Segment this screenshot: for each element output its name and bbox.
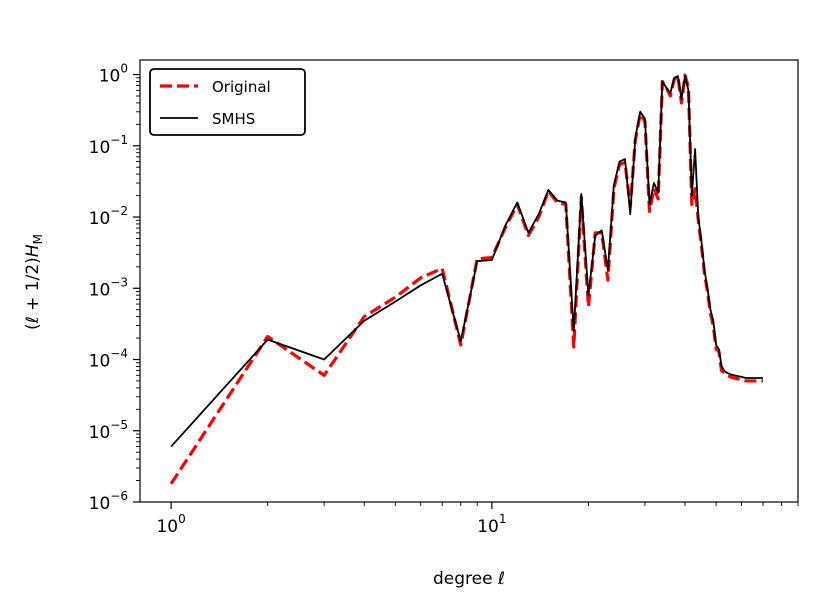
y-axis-label: (ℓ + 1/2)HM (23, 234, 45, 330)
y-tick-label: 10−2 (89, 204, 128, 229)
y-axis-ticks: 10−6 10−5 10−4 10−3 10−2 10−1 100 (89, 62, 140, 514)
x-axis-ticks: 100 101 (156, 502, 799, 537)
y-tick-label: 10−3 (89, 275, 128, 300)
y-tick-label: 10−5 (89, 418, 128, 443)
legend: Original SMHS (149, 68, 306, 136)
y-tick-label: 100 (99, 62, 128, 87)
y-tick-label: 10−4 (89, 347, 128, 372)
x-tick-label: 100 (156, 512, 185, 537)
y-tick-label: 10−1 (89, 133, 128, 158)
series-layer (169, 73, 763, 485)
x-axis-label: degree ℓ (433, 569, 505, 589)
series-line-smhs (170, 75, 763, 448)
x-tick-label: 101 (477, 512, 506, 537)
legend-label-smhs: SMHS (212, 110, 255, 128)
y-tick-label: 10−6 (89, 489, 128, 514)
legend-label-original: Original (212, 78, 271, 96)
